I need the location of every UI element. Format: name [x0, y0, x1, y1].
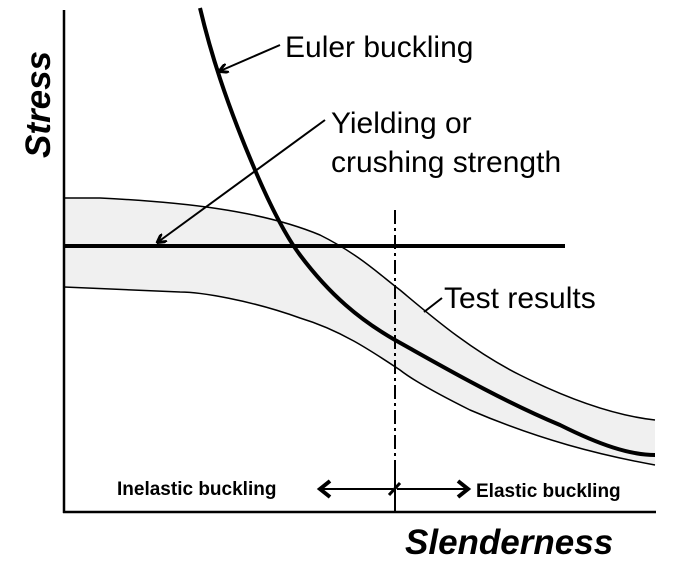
yield-pointer-arrow [158, 119, 326, 242]
inelastic-arrowhead-icon [316, 479, 332, 499]
band-upper-bound [64, 197, 656, 421]
elastic-arrowhead-icon [456, 479, 472, 499]
euler-label: Euler buckling [285, 31, 473, 64]
inelastic-label: Inelastic buckling [117, 479, 276, 500]
yield-label-line1: Yielding or [331, 107, 472, 140]
yield-label-line2: crushing strength [331, 146, 561, 179]
euler-curve [198, 7, 656, 457]
euler-pointer-arrow [220, 44, 281, 71]
test-results-label: Test results [444, 282, 596, 315]
band-lower-bound [63, 286, 656, 466]
test-pointer-arrow [423, 297, 443, 313]
y-axis-label: Stress [19, 51, 58, 158]
x-axis-label: Slenderness [405, 523, 613, 562]
test-results-band [64, 198, 655, 465]
elastic-label: Elastic buckling [476, 481, 621, 502]
transition-tick [387, 481, 402, 497]
